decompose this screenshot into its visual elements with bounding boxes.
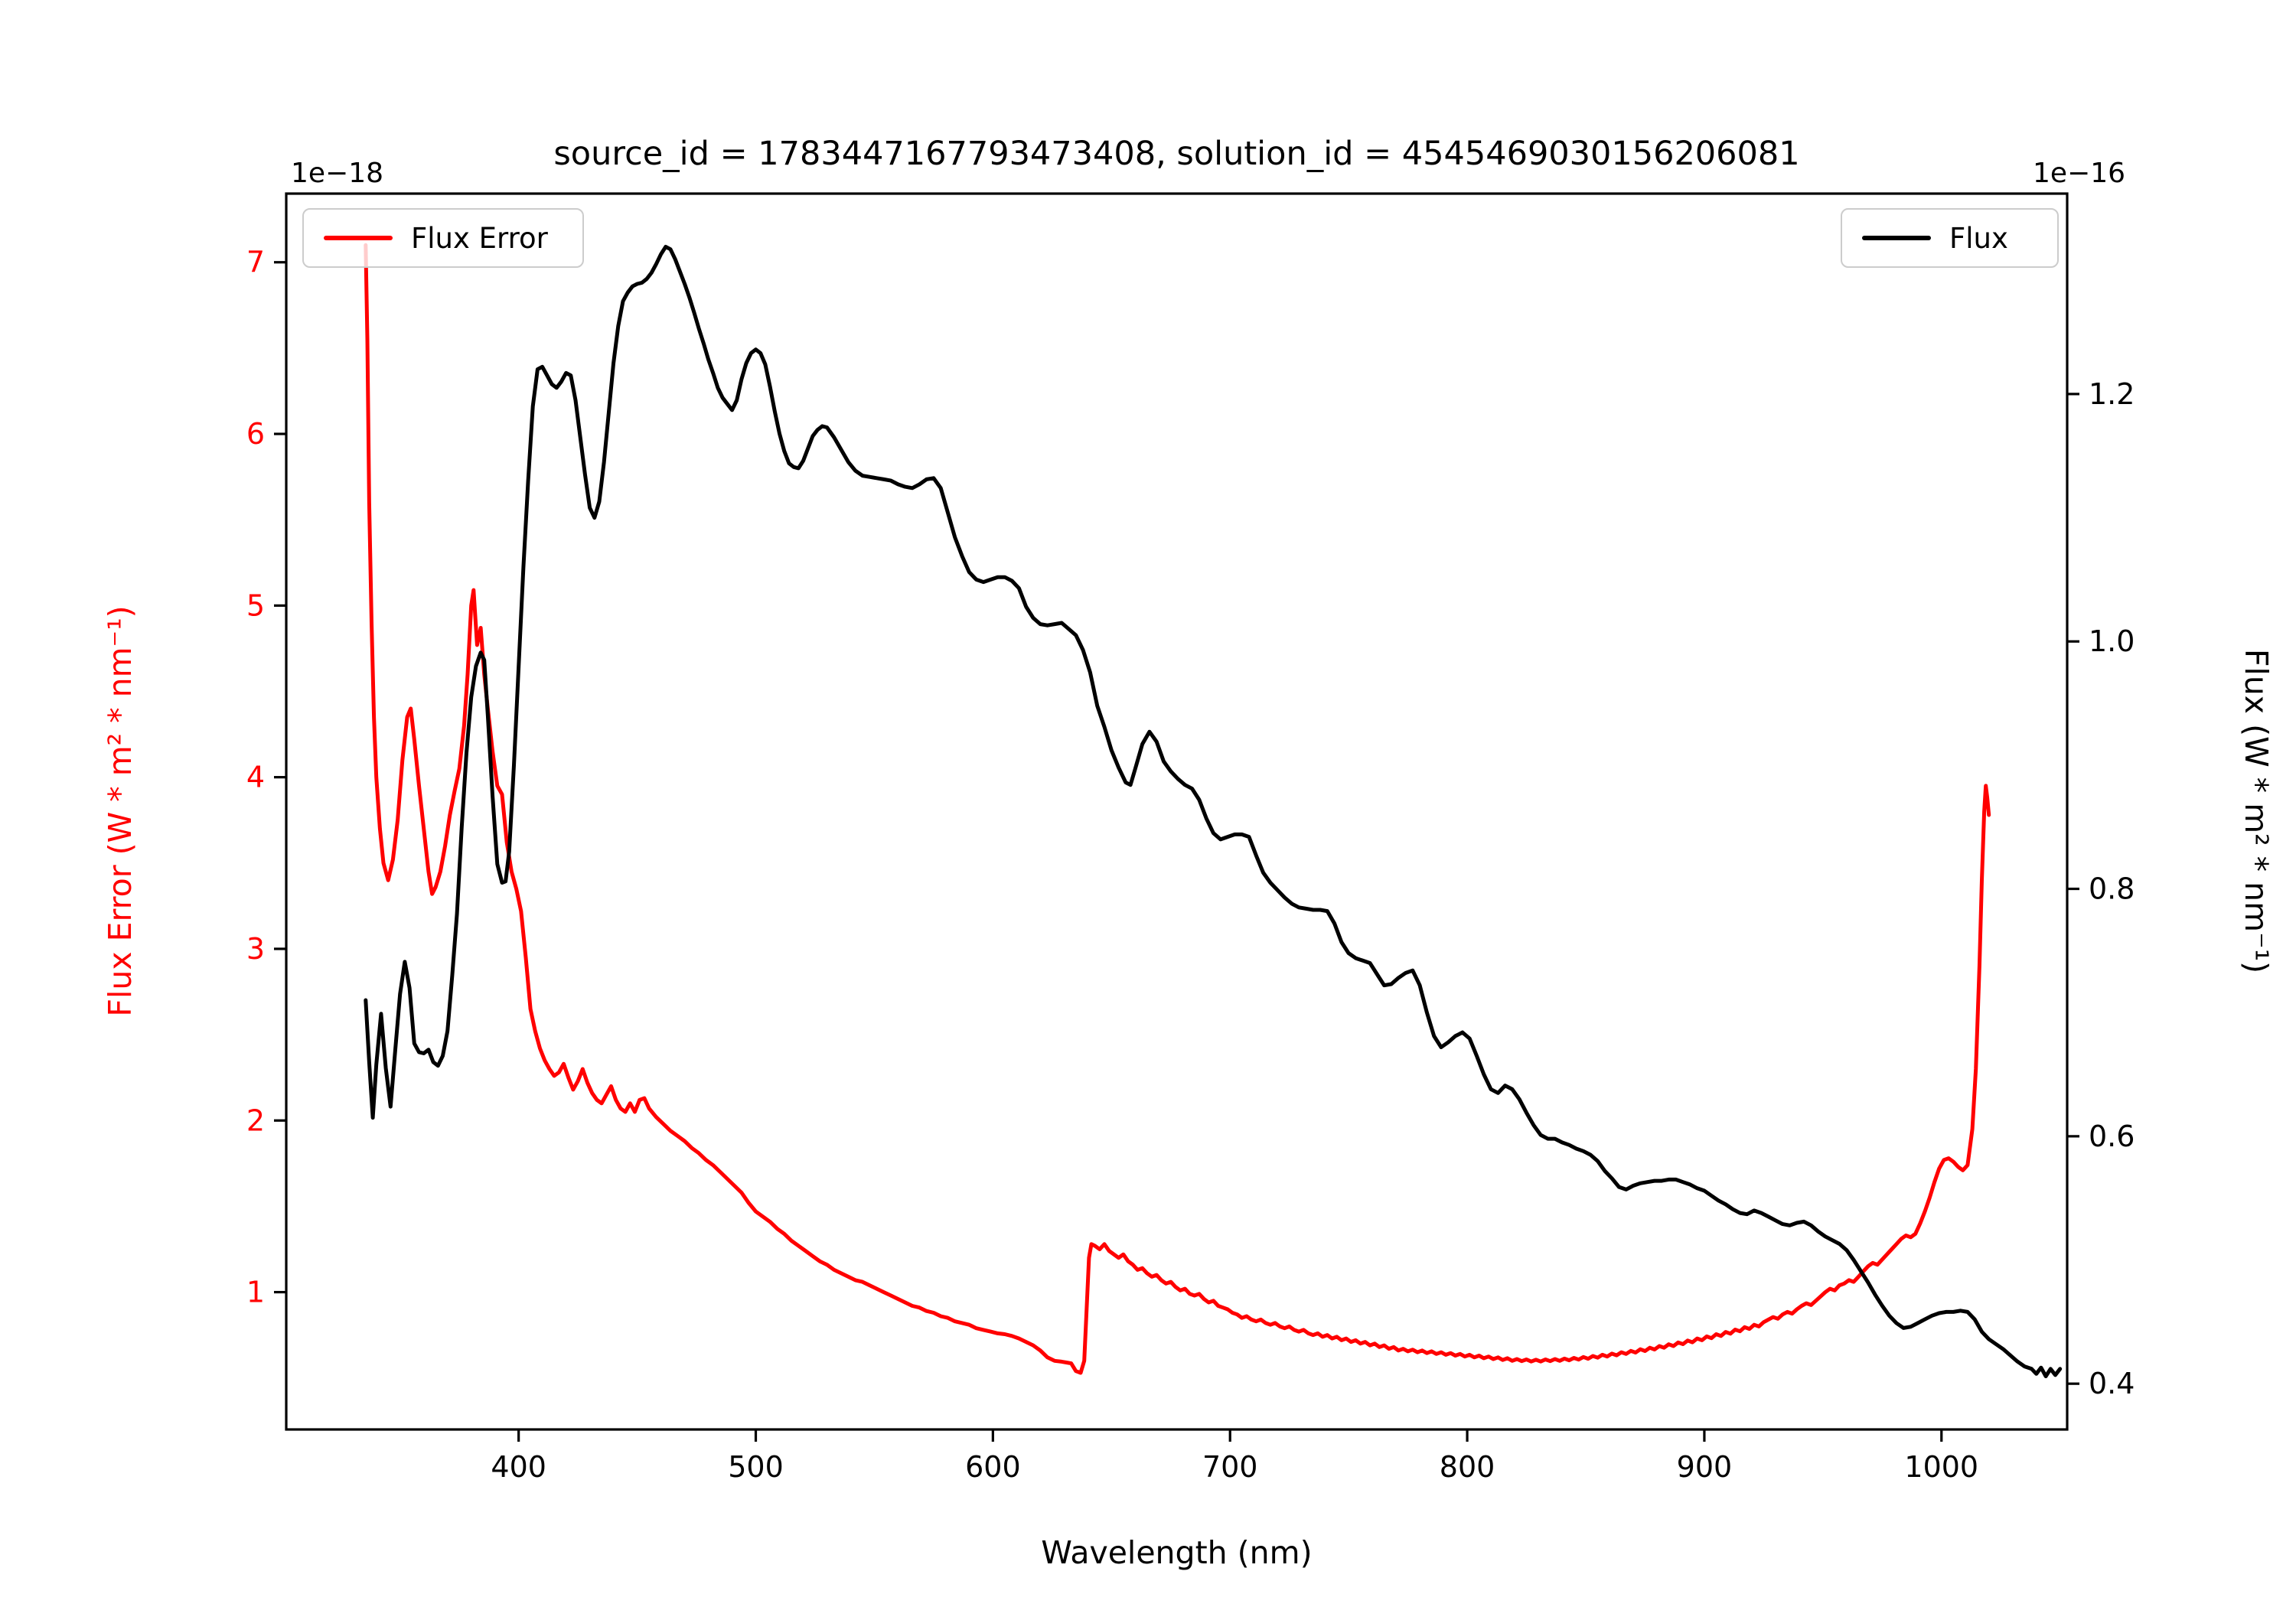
x-tick-label: 900 [1677, 1450, 1733, 1484]
legend-flux-error-label: Flux Error [411, 221, 548, 255]
legend-flux-label: Flux [1949, 221, 2008, 255]
x-axis-label: Wavelength (nm) [1041, 1534, 1313, 1571]
left-y-tick-label: 5 [246, 588, 265, 622]
x-tick-label: 800 [1440, 1450, 1495, 1484]
right-y-tick-label: 1.2 [2089, 377, 2135, 411]
right-y-tick-label: 0.4 [2089, 1367, 2135, 1400]
left-y-tick-label: 2 [246, 1103, 265, 1137]
right-axis-scale-offset: 1e−16 [2033, 158, 2126, 189]
right-y-tick-label: 0.8 [2089, 872, 2135, 906]
x-tick-label: 1000 [1904, 1450, 1978, 1484]
legend-flux: Flux [1841, 208, 2059, 268]
right-y-axis-label: Flux (W * m² * nm⁻¹) [2238, 648, 2275, 974]
plot-title: source_id = 1783447167793473408, solutio… [553, 135, 1800, 173]
left-y-tick-label: 3 [246, 932, 265, 966]
x-tick-label: 500 [728, 1450, 784, 1484]
flux-error-line-swatch [324, 236, 393, 240]
flux-line-swatch [1862, 236, 1931, 240]
left-y-tick-label: 4 [246, 761, 265, 794]
left-y-tick-label: 6 [246, 417, 265, 451]
left-y-tick-label: 7 [246, 246, 265, 279]
legend-flux-error: Flux Error [302, 208, 584, 268]
left-y-axis-label: Flux Error (W * m² * nm⁻¹) [102, 605, 139, 1017]
left-axis-scale-offset: 1e−18 [291, 158, 384, 189]
axes-spine-box [285, 192, 2069, 1431]
x-tick-label: 400 [491, 1450, 546, 1484]
x-tick-label: 600 [965, 1450, 1021, 1484]
flux-error-curve [364, 243, 1991, 1375]
right-y-tick-label: 0.6 [2089, 1120, 2135, 1153]
right-y-tick-label: 1.0 [2089, 624, 2135, 658]
x-tick-label: 700 [1202, 1450, 1258, 1484]
flux-curve [364, 245, 2063, 1378]
left-y-tick-label: 1 [246, 1276, 265, 1309]
